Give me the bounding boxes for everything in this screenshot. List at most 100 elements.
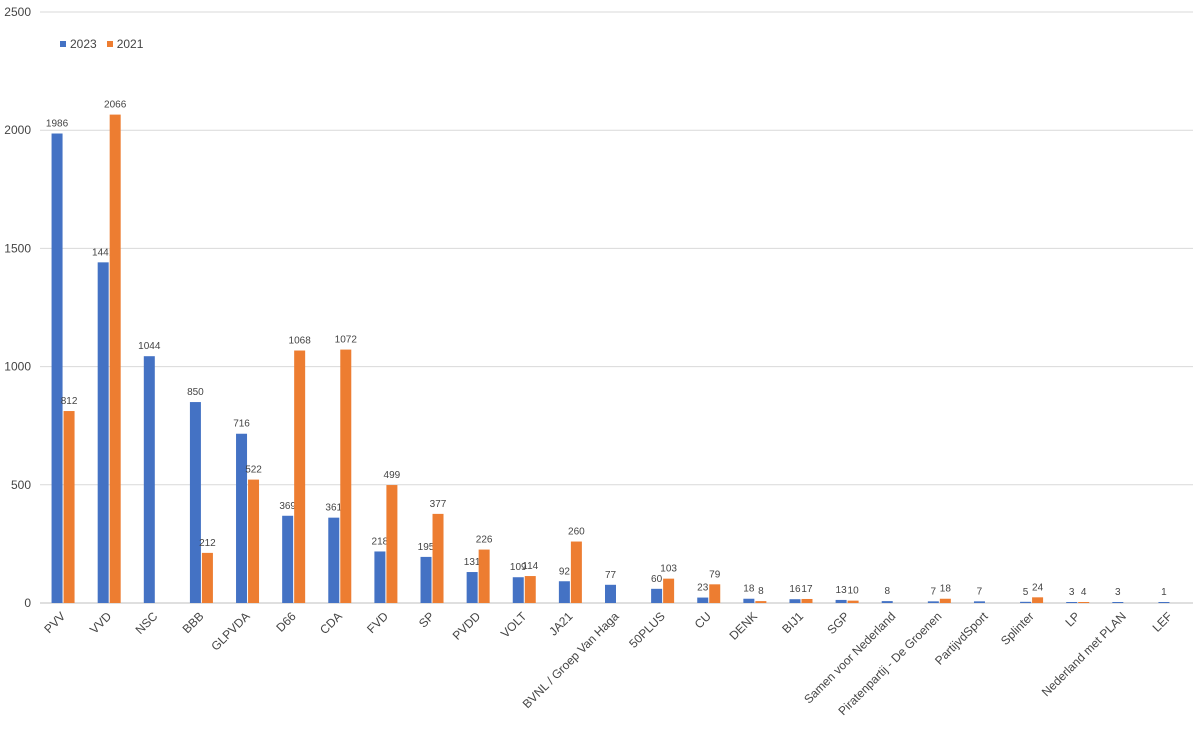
- data-label: 1044: [138, 341, 161, 352]
- data-label: 5: [1023, 587, 1029, 598]
- data-label: 24: [1032, 582, 1044, 593]
- data-label: 3: [1115, 587, 1121, 598]
- data-label: 8: [758, 586, 764, 597]
- x-tick-label: JA21: [546, 609, 575, 638]
- x-tick-label: VOLT: [498, 609, 530, 641]
- data-label: 1986: [46, 119, 69, 130]
- bar-2023: [143, 356, 155, 603]
- x-tick-label: CU: [692, 609, 714, 631]
- data-label: 195: [418, 542, 435, 553]
- bar-2021: [201, 552, 213, 603]
- bar-2021: [109, 114, 121, 604]
- data-label: 3: [1069, 587, 1075, 598]
- data-label: 218: [372, 536, 389, 547]
- bar-2023: [789, 599, 801, 603]
- x-tick-label: Splinter: [998, 609, 1037, 648]
- y-tick-label: 1000: [4, 360, 31, 374]
- data-label: 361: [325, 503, 342, 514]
- bar-2023: [1112, 602, 1124, 603]
- bar-2023: [236, 433, 248, 603]
- bar-2023: [512, 577, 524, 603]
- x-tick-label: CDA: [317, 609, 345, 637]
- bar-2021: [663, 578, 675, 603]
- x-tick-label: BBB: [180, 609, 207, 636]
- bar-2023: [927, 601, 939, 603]
- bar-2023: [605, 584, 616, 603]
- x-tick-label: PVV: [41, 609, 68, 636]
- x-tick-label: DENK: [727, 609, 760, 642]
- bar-2023: [466, 572, 478, 603]
- data-label: 2066: [104, 100, 127, 111]
- data-label: 1441: [92, 247, 115, 258]
- data-label: 114: [522, 561, 538, 572]
- bar-2021: [340, 349, 352, 603]
- legend-swatch-2023: [60, 41, 66, 47]
- x-tick-label: SP: [416, 609, 437, 630]
- x-tick-label: FVD: [364, 609, 391, 636]
- bar-2023: [189, 402, 201, 603]
- data-label: 7: [977, 586, 983, 597]
- bar-2021: [847, 600, 859, 603]
- data-label: 18: [940, 584, 952, 595]
- x-tick-label: SGP: [824, 609, 852, 637]
- bar-2023: [97, 262, 109, 603]
- bar-2023: [420, 556, 432, 603]
- bar-2023: [881, 601, 893, 603]
- bar-2023: [1158, 602, 1170, 603]
- x-tick-label: D66: [273, 609, 299, 635]
- bar-2023: [1020, 601, 1032, 603]
- data-label: 1068: [289, 336, 312, 347]
- data-label: 13: [836, 585, 848, 596]
- x-tick-label: NSC: [133, 609, 161, 637]
- legend-item-2021: 2021: [106, 37, 143, 51]
- data-label: 226: [476, 535, 493, 546]
- bar-2021: [939, 598, 951, 603]
- data-label: 10: [848, 586, 860, 597]
- data-label: 716: [233, 419, 250, 430]
- data-label: 7: [931, 586, 937, 597]
- bar-2023: [973, 601, 985, 603]
- data-label: 79: [709, 569, 721, 580]
- y-tick-label: 500: [11, 478, 31, 492]
- x-tick-label: GLPVDA: [208, 609, 252, 653]
- bar-2021: [1078, 602, 1090, 603]
- bar-2023: [51, 133, 63, 604]
- bar-2023: [1066, 602, 1078, 603]
- x-tick-label: 50PLUS: [626, 609, 668, 651]
- data-label: 23: [697, 583, 709, 594]
- bar-2021: [478, 549, 490, 603]
- data-label: 850: [187, 387, 204, 398]
- x-tick-label: PVDD: [450, 609, 484, 643]
- x-tick-label: Nederland met PLAN: [1039, 609, 1129, 699]
- x-tick-label: Samen voor Nederland: [801, 609, 898, 706]
- data-label: 103: [660, 564, 677, 575]
- x-tick-label: BVNL / Groep Van Haga: [520, 609, 622, 711]
- data-label: 17: [801, 584, 813, 595]
- bar-2021: [386, 485, 398, 603]
- data-label: 109: [510, 562, 527, 573]
- bar-2023: [651, 588, 663, 603]
- data-label: 4: [1081, 587, 1087, 598]
- legend-label-2023: 2023: [70, 37, 97, 51]
- bar-2021: [755, 601, 767, 603]
- bar-2023: [697, 597, 709, 603]
- bar-2023: [282, 515, 294, 603]
- legend-item-2023: 2023: [60, 37, 97, 51]
- x-tick-label: LP: [1063, 609, 1083, 629]
- data-label: 8: [884, 586, 890, 597]
- bar-2021: [524, 576, 536, 603]
- bar-2021: [248, 479, 260, 603]
- data-label: 60: [651, 574, 663, 585]
- legend-swatch-2021: [106, 41, 113, 47]
- bar-2021: [432, 513, 444, 603]
- data-label: 131: [464, 557, 481, 568]
- data-label: 1072: [335, 335, 358, 346]
- bar-2021: [570, 541, 582, 603]
- bar-2021: [63, 411, 75, 603]
- bar-2021: [801, 598, 813, 603]
- bar-2023: [558, 581, 570, 603]
- data-label: 77: [605, 570, 617, 581]
- data-label: 92: [559, 566, 571, 577]
- data-label: 499: [384, 470, 401, 481]
